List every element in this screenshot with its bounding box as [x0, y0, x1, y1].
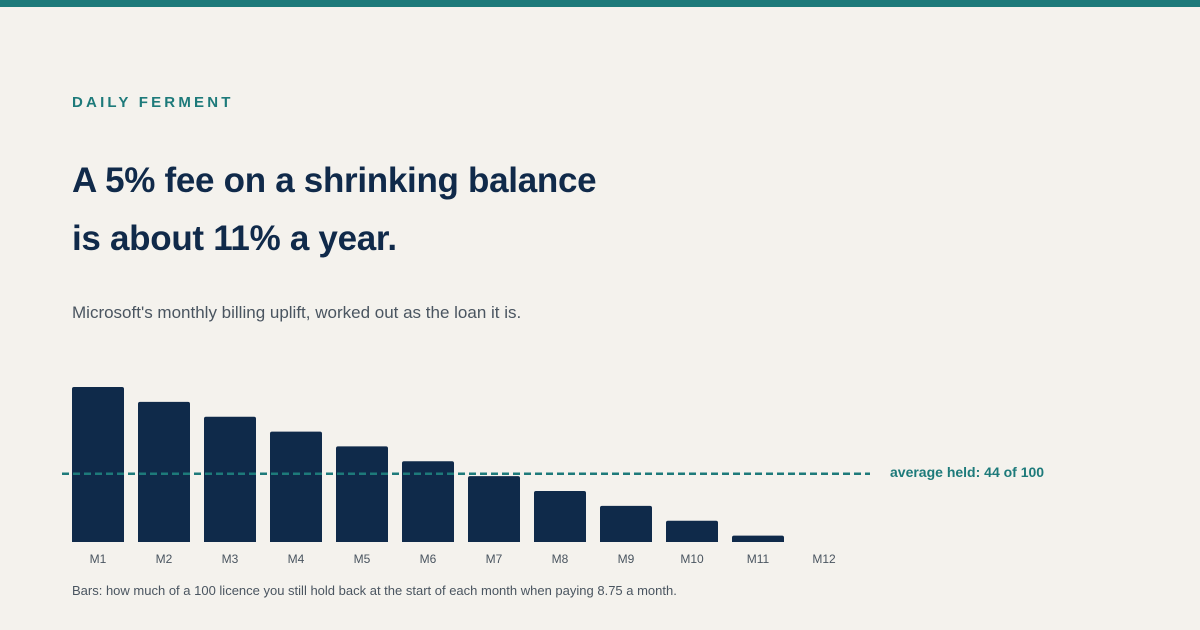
x-tick-label: M7 [486, 552, 503, 566]
x-tick-label: M5 [354, 552, 371, 566]
headline-line-1: A 5% fee on a shrinking balance [72, 161, 597, 200]
chart-caption: Bars: how much of a 100 licence you stil… [72, 583, 677, 598]
bar-m2 [138, 401, 190, 542]
bar-m6 [402, 461, 454, 542]
x-tick-label: M3 [222, 552, 239, 566]
average-reference-label: average held: 44 of 100 [890, 464, 1044, 480]
x-tick-label: M9 [618, 552, 635, 566]
bar-m4 [270, 431, 322, 542]
bar-m8 [534, 491, 586, 542]
x-tick-label: M2 [156, 552, 173, 566]
x-tick-label: M6 [420, 552, 437, 566]
bar-m11 [732, 535, 784, 542]
x-tick-label: M12 [812, 552, 836, 566]
bar-m9 [600, 505, 652, 542]
bar-m7 [468, 476, 520, 542]
x-tick-label: M4 [288, 552, 305, 566]
bar-m10 [666, 520, 718, 542]
bar-m5 [336, 446, 388, 542]
subtitle: Microsoft's monthly billing uplift, work… [72, 303, 522, 322]
headline: A 5% fee on a shrinking balance is about… [72, 152, 712, 268]
x-tick-label: M1 [90, 552, 107, 566]
x-tick-label: M11 [747, 552, 770, 566]
x-tick-label: M8 [552, 552, 569, 566]
top-accent-bar [0, 0, 1200, 7]
headline-line-2: is about 11% a year. [72, 219, 397, 258]
x-tick-label: M10 [680, 552, 704, 566]
bar-m1 [72, 387, 124, 542]
bar-m3 [204, 416, 256, 542]
brand-kicker: DAILY FERMENT [72, 94, 234, 111]
